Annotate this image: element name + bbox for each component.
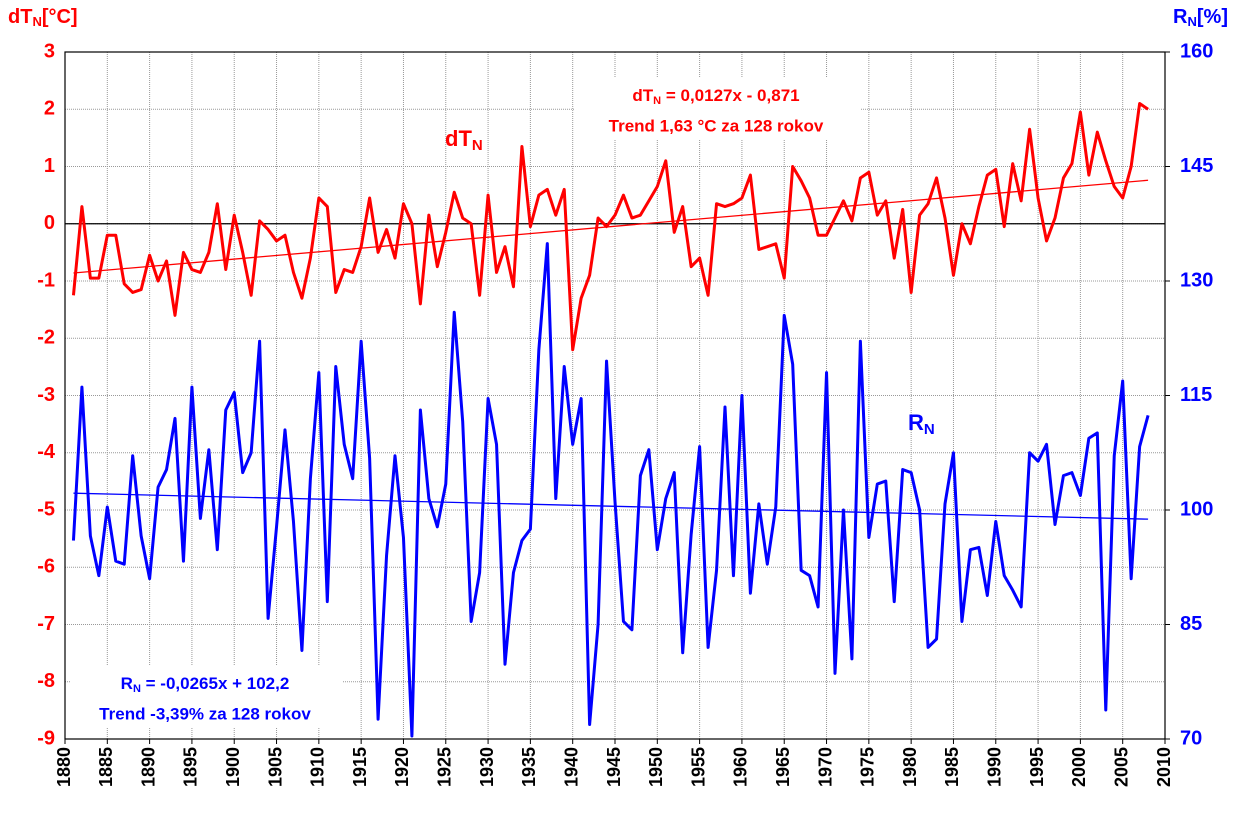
x-tick-label: 2000 xyxy=(1069,747,1089,787)
annotation-sub: N xyxy=(653,95,661,107)
annotation-box xyxy=(70,665,342,727)
series-line xyxy=(71,102,1149,352)
y-tick-label: -2 xyxy=(37,327,55,349)
x-tick-label: 1950 xyxy=(646,747,666,787)
x-tick-label: 1905 xyxy=(265,747,285,787)
series-label: dTN xyxy=(445,126,483,154)
trend-line xyxy=(73,492,1149,520)
series-label-main: R xyxy=(908,410,924,435)
x-tick-label: 1930 xyxy=(477,747,497,787)
axis-title-suffix: [°C] xyxy=(42,6,78,28)
y2-tick-label: 145 xyxy=(1180,155,1213,177)
y-tick-label: 1 xyxy=(44,155,55,177)
y2-tick-label: 70 xyxy=(1180,727,1202,749)
x-tick-label: 1880 xyxy=(54,747,74,787)
x-tick-label: 1890 xyxy=(138,747,158,787)
annotation-main: dT xyxy=(632,86,653,105)
x-tick-label: 1885 xyxy=(96,747,116,787)
axis-title-main: R xyxy=(1173,6,1188,28)
x-tick-label: 1935 xyxy=(519,747,539,787)
axis-title: RN[%] xyxy=(1173,6,1228,29)
axis-title: dTN[°C] xyxy=(8,6,78,29)
x-tick-label: 1940 xyxy=(561,747,581,787)
y-tick-label: 3 xyxy=(44,40,55,62)
axis-title-sub: N xyxy=(1188,14,1197,29)
x-tick-label: 1945 xyxy=(604,747,624,787)
axis-title-main: dT xyxy=(8,6,32,28)
axis-title-suffix: [%] xyxy=(1197,6,1228,28)
y-tick-label: -8 xyxy=(37,670,55,692)
y2-tick-label: 115 xyxy=(1180,384,1212,406)
y-tick-label: -9 xyxy=(37,727,55,749)
y-tick-label: -7 xyxy=(37,613,55,635)
y2-tick-label: 85 xyxy=(1180,613,1202,635)
annotation-box xyxy=(575,77,860,139)
x-tick-label: 1995 xyxy=(1027,747,1047,787)
x-tick-label: 1915 xyxy=(350,747,370,787)
x-tick-label: 2005 xyxy=(1111,747,1131,787)
x-tick-label: 1970 xyxy=(815,747,835,787)
annotation: dTN = 0,0127x - 0,871 xyxy=(632,86,799,106)
y2-tick-label: 100 xyxy=(1180,498,1213,520)
marks xyxy=(71,102,1150,738)
y-tick-label: 2 xyxy=(44,98,55,120)
series-label: RN xyxy=(908,410,935,438)
series-label-sub: N xyxy=(472,137,483,154)
x-tick-label: 1955 xyxy=(688,747,708,787)
y-tick-label: -3 xyxy=(37,384,55,406)
x-tick-label: 1985 xyxy=(942,747,962,787)
series-label-sub: N xyxy=(924,421,935,438)
y-tick-label: -1 xyxy=(37,269,55,291)
y-tick-label: 0 xyxy=(44,212,55,234)
trend-line xyxy=(73,179,1149,274)
x-tick-label: 1990 xyxy=(985,747,1005,787)
annotation-rest: = -0,0265x + 102,2 xyxy=(141,674,289,693)
y2-tick-label: 160 xyxy=(1180,40,1213,62)
y-tick-label: -4 xyxy=(37,441,56,463)
series-line xyxy=(71,242,1150,738)
x-tick-label: 1900 xyxy=(223,747,243,787)
y-tick-label: -5 xyxy=(37,498,55,520)
x-tick-label: 1980 xyxy=(900,747,920,787)
x-tick-label: 1975 xyxy=(858,747,878,787)
annotation-main: R xyxy=(121,674,133,693)
x-tick-label: 1895 xyxy=(181,747,201,787)
axis-title-sub: N xyxy=(32,14,41,29)
plot-frame xyxy=(64,51,1166,740)
x-tick-label: 1925 xyxy=(435,747,455,787)
x-tick-label: 1960 xyxy=(731,747,751,787)
y-tick-label: -6 xyxy=(37,556,55,578)
series-label-main: dT xyxy=(445,126,472,151)
x-tick-label: 1965 xyxy=(773,747,793,787)
annotation-line2: Trend -3,39% za 128 rokov xyxy=(99,704,311,723)
x-tick-label: 2010 xyxy=(1154,747,1174,787)
annotation-sub: N xyxy=(133,683,141,695)
x-tick-label: 1920 xyxy=(392,747,412,787)
annotation-rest: = 0,0127x - 0,871 xyxy=(661,86,799,105)
y2-tick-label: 130 xyxy=(1180,269,1213,291)
x-tick-label: 1910 xyxy=(308,747,328,787)
labels: -9 -8 -7 -6 -5 -4 -3 -2 -1 0 1 2 3 1880 1885 1890 1895 19… xyxy=(8,6,1228,787)
grid xyxy=(64,51,1170,744)
annotation-line2: Trend 1,63 °C za 128 rokov xyxy=(609,116,824,135)
annotation: RN = -0,0265x + 102,2 xyxy=(121,674,290,694)
